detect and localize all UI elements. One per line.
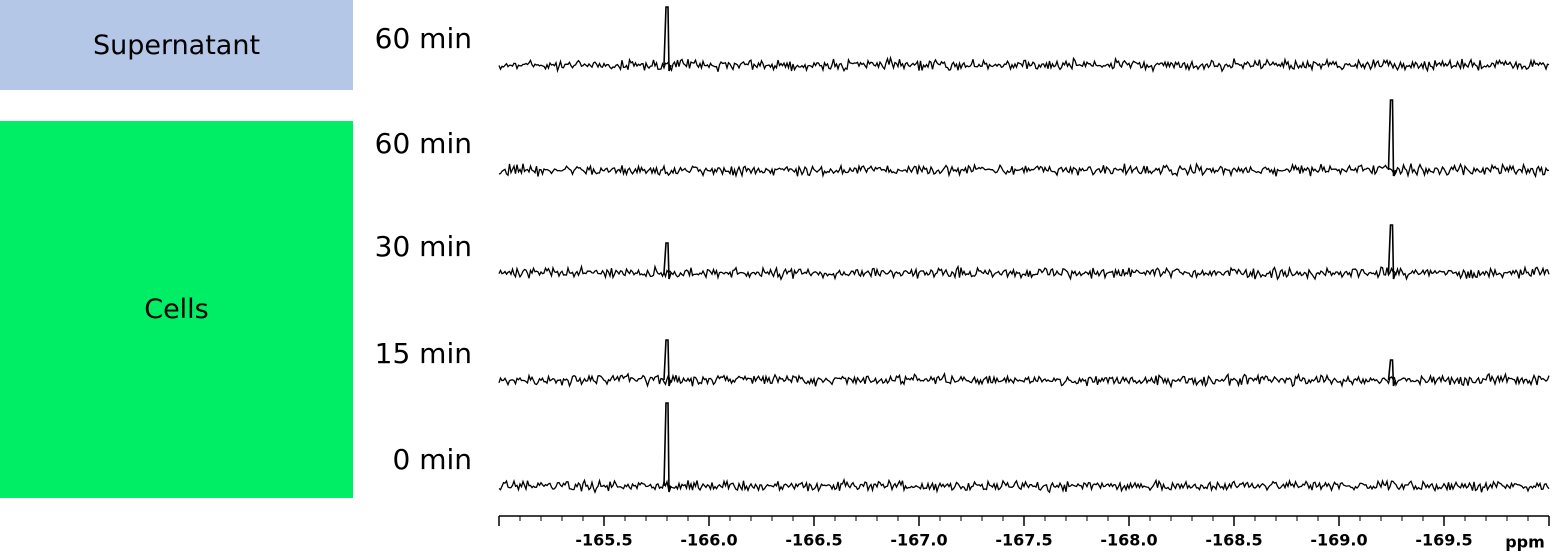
x-tick-label: -167.0 <box>890 531 947 550</box>
row-label: 0 min <box>392 443 472 476</box>
row-label: 60 min <box>375 127 472 160</box>
x-tick-label: -169.0 <box>1310 531 1367 550</box>
group-panel: Cells <box>0 121 353 498</box>
baseline-noise <box>498 264 1550 282</box>
x-tick-label: -165.5 <box>575 531 632 550</box>
x-tick-label: -168.5 <box>1205 531 1262 550</box>
group-label: Supernatant <box>92 29 261 61</box>
group-panel: Supernatant <box>0 0 353 90</box>
x-axis-label: ppm <box>1505 533 1545 552</box>
peak <box>663 242 672 280</box>
baseline-noise <box>498 161 1550 179</box>
row-label: 60 min <box>375 22 472 55</box>
peak <box>663 339 672 387</box>
peak <box>663 6 672 72</box>
x-tick-label: -166.5 <box>785 531 842 550</box>
x-tick-label: -166.0 <box>680 531 737 550</box>
row-label: 30 min <box>375 230 472 263</box>
peak <box>1387 99 1397 177</box>
row-label: 15 min <box>375 337 472 370</box>
peak <box>663 402 672 493</box>
x-tick-label: -167.5 <box>995 531 1052 550</box>
peak <box>1387 359 1397 387</box>
x-tick-label: -169.5 <box>1415 531 1472 550</box>
x-tick-label: -168.0 <box>1100 531 1157 550</box>
baseline-noise <box>498 55 1550 74</box>
baseline-noise <box>498 371 1550 389</box>
group-label: Cells <box>144 294 209 325</box>
baseline-noise <box>498 477 1550 495</box>
peak <box>1387 224 1397 280</box>
